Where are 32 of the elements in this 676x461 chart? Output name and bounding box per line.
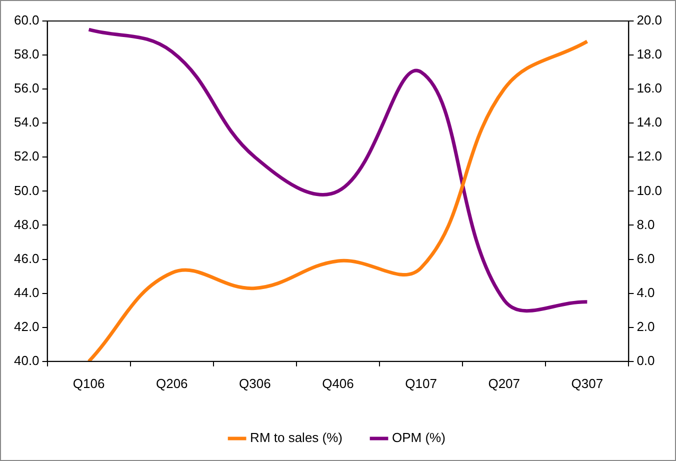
legend-label: RM to sales (%) bbox=[250, 430, 343, 446]
x-tick-label: Q307 bbox=[571, 376, 604, 391]
x-tick-label: Q306 bbox=[239, 376, 271, 391]
y2-tick-label: 16.0 bbox=[636, 80, 662, 96]
y2-tick-label: 0.0 bbox=[636, 352, 655, 368]
y2-tick-label: 12.0 bbox=[636, 148, 662, 164]
y2-tick-label: 10.0 bbox=[636, 182, 662, 198]
y-tick-label: 54.0 bbox=[14, 114, 40, 130]
y-tick-label: 44.0 bbox=[14, 284, 40, 300]
y-tick-label: 60.0 bbox=[14, 12, 40, 28]
y-tick-label: 40.0 bbox=[14, 352, 40, 368]
x-tick-label: Q207 bbox=[488, 376, 520, 391]
y2-tick-label: 18.0 bbox=[636, 46, 662, 62]
legend-label: OPM (%) bbox=[392, 430, 446, 446]
y2-tick-label: 4.0 bbox=[636, 284, 655, 300]
x-tick-label: Q107 bbox=[405, 376, 437, 391]
y-tick-label: 58.0 bbox=[14, 46, 40, 62]
y2-tick-label: 2.0 bbox=[636, 318, 655, 334]
line-series bbox=[87, 40, 589, 362]
y-tick-label: 42.0 bbox=[14, 318, 40, 334]
y2-tick-label: 8.0 bbox=[636, 216, 655, 232]
y2-tick-label: 14.0 bbox=[636, 114, 662, 130]
y-tick-label: 56.0 bbox=[14, 80, 40, 96]
x-tick-label: Q106 bbox=[72, 376, 105, 391]
y-tick-label: 50.0 bbox=[14, 182, 40, 198]
x-tick-label: Q206 bbox=[156, 376, 188, 391]
y-tick-label: 52.0 bbox=[14, 148, 40, 164]
y2-tick-label: 20.0 bbox=[636, 12, 662, 28]
y-tick-label: 48.0 bbox=[14, 216, 40, 232]
y2-tick-label: 6.0 bbox=[636, 250, 655, 266]
x-tick-label: Q406 bbox=[322, 376, 354, 391]
y-tick-label: 46.0 bbox=[14, 250, 40, 266]
